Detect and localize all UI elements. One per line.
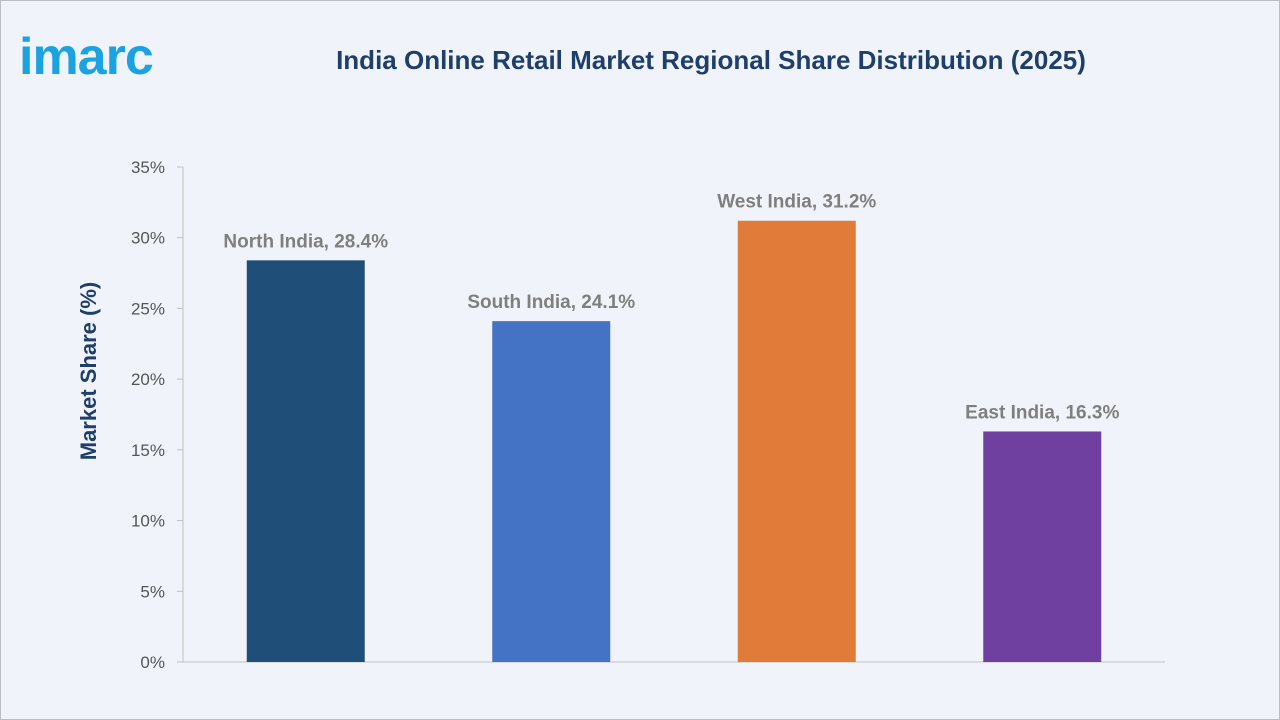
data-label: East India, 16.3% [965, 402, 1119, 423]
y-tick-label: 5% [140, 582, 165, 601]
data-label: North India, 28.4% [223, 231, 388, 252]
y-tick-label: 15% [131, 441, 165, 460]
y-tick-label: 10% [131, 512, 165, 531]
y-tick-label: 30% [131, 229, 165, 248]
y-tick-label: 0% [140, 653, 165, 672]
imarc-logo: imarc [19, 28, 154, 86]
y-tick-label: 35% [131, 158, 165, 177]
chart-title: India Online Retail Market Regional Shar… [336, 45, 1086, 75]
data-label: West India, 31.2% [717, 192, 876, 213]
bar-east-india [983, 431, 1102, 662]
bar-west-india [737, 220, 856, 662]
y-tick-label: 25% [131, 299, 165, 318]
bar-south-india [492, 321, 611, 662]
bar-north-india [246, 260, 365, 662]
data-label: South India, 24.1% [467, 292, 635, 313]
y-tick-label: 20% [131, 370, 165, 389]
